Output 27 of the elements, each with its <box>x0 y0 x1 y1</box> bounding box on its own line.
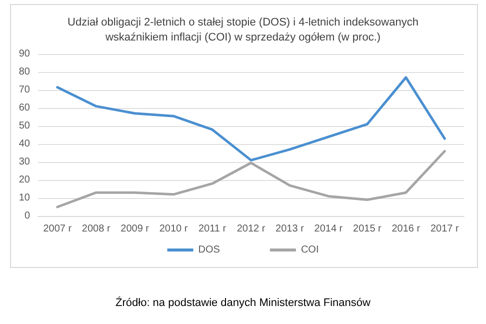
x-tick-label: 2010 r <box>159 224 188 234</box>
x-tick-label: 2008 r <box>82 224 111 234</box>
y-tick-label: 30 <box>18 156 30 168</box>
x-tick-label: 2017 r <box>430 224 460 234</box>
y-tick-label: 40 <box>18 138 30 150</box>
y-tick-label: 20 <box>18 174 30 186</box>
y-tick-label: 80 <box>18 66 30 78</box>
y-tick-label: 70 <box>18 84 30 96</box>
y-tick-label: 10 <box>18 192 30 204</box>
x-tick-label: 2013 r <box>276 224 305 234</box>
y-tick-label: 60 <box>18 102 30 114</box>
x-tick-label: 2015 r <box>353 224 382 234</box>
y-tick-label: 50 <box>18 120 30 132</box>
chart-title: Udział obligacji 2-letnich o stałej stopie (DOS) i 4-letnich indeksowanych wskaźnikiem inflacji (COI) w sprzedaży ogółem (w proc.) <box>68 16 418 44</box>
y-tick-label: 90 <box>18 48 30 60</box>
x-tick-label: 2012 r <box>236 224 266 234</box>
x-tick-label: 2007 r <box>43 224 72 234</box>
line-series <box>56 150 446 208</box>
legend-label: DOS <box>198 244 220 256</box>
y-tick-label: 0 <box>24 210 30 222</box>
x-tick-label: 2009 r <box>120 224 150 234</box>
x-tick-label: 2011 r <box>198 224 227 234</box>
line-series <box>56 76 446 162</box>
x-tick-label: 2014 r <box>314 224 344 234</box>
text: Źródło: na podstawie danych Ministerstwa Finansów <box>114 297 372 309</box>
x-tick-label: 2016 r <box>392 224 421 234</box>
legend-label: COI <box>300 244 319 256</box>
